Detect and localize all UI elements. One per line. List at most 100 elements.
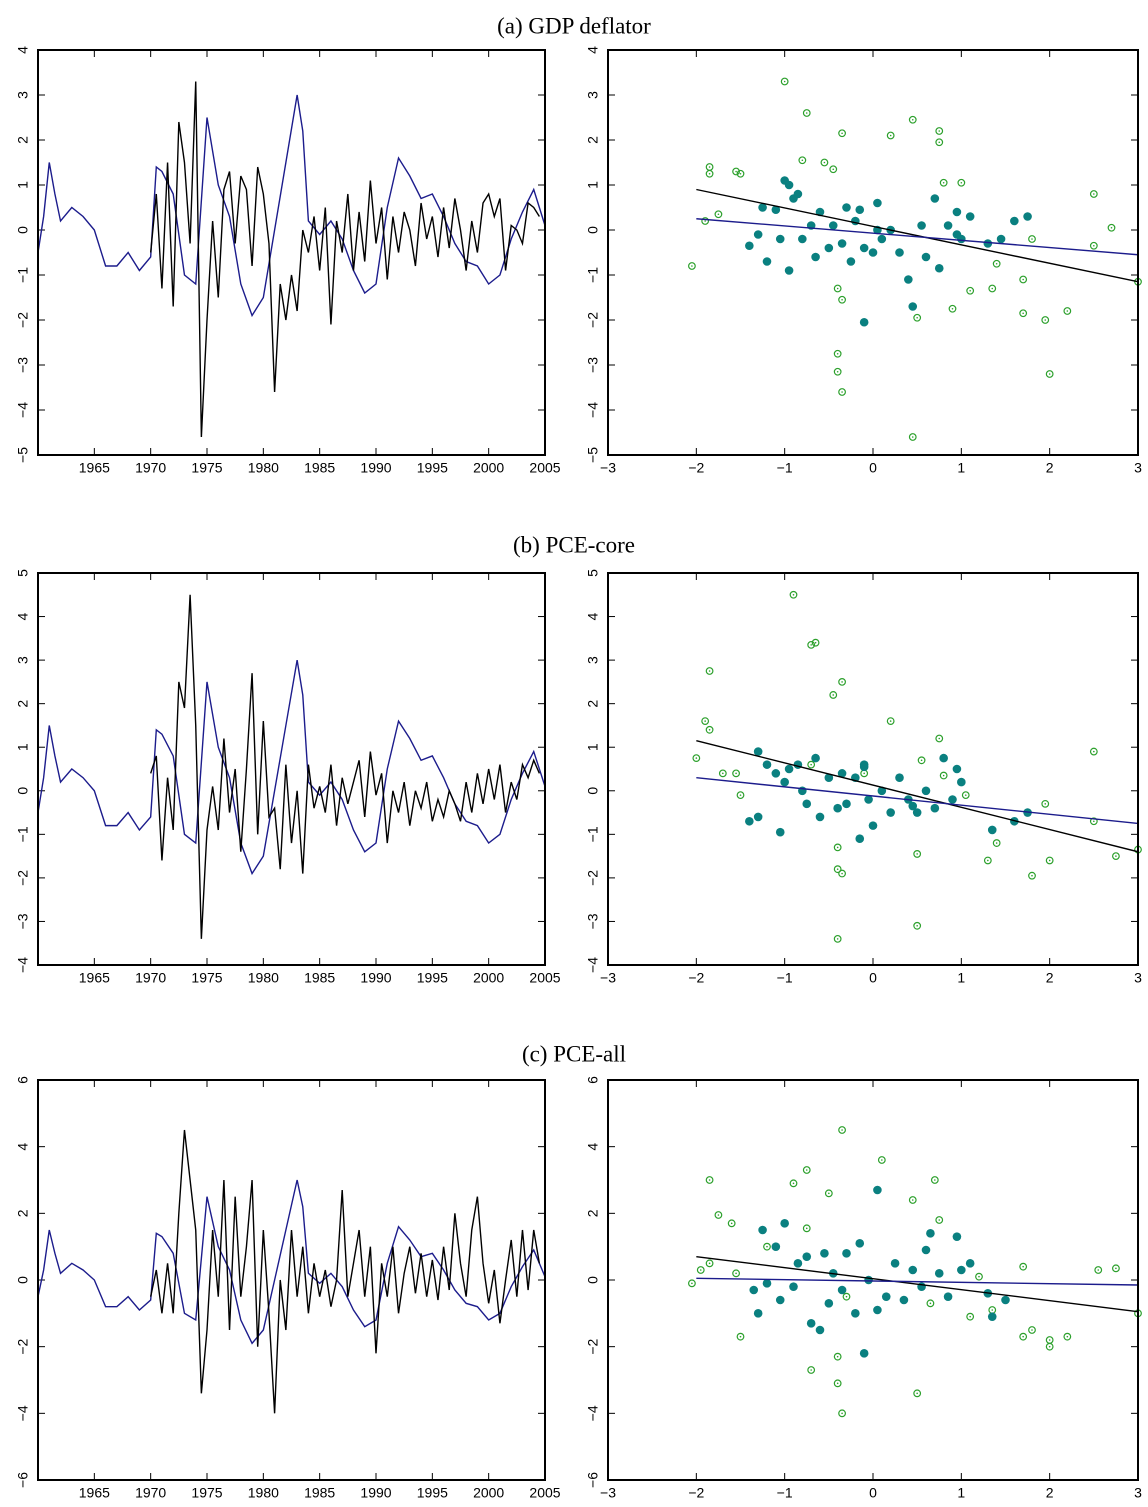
point-open bbox=[1019, 275, 1028, 284]
x-tick-label: 2005 bbox=[529, 1485, 560, 1501]
point-dot bbox=[1110, 226, 1113, 229]
point-open bbox=[1019, 309, 1028, 318]
point-open bbox=[705, 1259, 714, 1268]
x-tick-label: 1965 bbox=[79, 460, 110, 476]
x-tick-label: 1970 bbox=[135, 970, 166, 986]
point-filled bbox=[811, 252, 820, 262]
y-tick-label: −2 bbox=[15, 312, 31, 328]
x-tick-label: 2000 bbox=[473, 1485, 504, 1501]
point-dot bbox=[991, 1309, 994, 1311]
point-filled bbox=[868, 821, 878, 830]
point-filled bbox=[775, 827, 785, 837]
point-open bbox=[957, 178, 966, 187]
point-dot bbox=[978, 1275, 980, 1278]
point-dot bbox=[964, 794, 967, 796]
point-open bbox=[820, 158, 829, 167]
point-dot bbox=[832, 694, 835, 696]
point-dot bbox=[889, 134, 892, 137]
point-filled bbox=[886, 808, 895, 817]
point-open bbox=[939, 178, 948, 187]
series-line bbox=[696, 218, 1138, 256]
point-dot bbox=[836, 287, 839, 290]
point-filled bbox=[899, 1295, 909, 1305]
point-open bbox=[838, 1126, 846, 1134]
y-tick-label: 0 bbox=[15, 787, 31, 795]
point-dot bbox=[841, 872, 843, 875]
x-tick-label: −3 bbox=[600, 1485, 616, 1501]
point-open bbox=[732, 1269, 740, 1278]
point-dot bbox=[969, 289, 971, 292]
point-filled bbox=[815, 1325, 825, 1335]
point-filled bbox=[939, 753, 948, 763]
y-tick-label: 3 bbox=[585, 656, 601, 664]
point-dot bbox=[1093, 750, 1095, 753]
y-tick-label: −1 bbox=[15, 267, 31, 283]
point-dot bbox=[1097, 1269, 1100, 1271]
point-filled bbox=[806, 1319, 816, 1328]
point-filled bbox=[753, 812, 763, 822]
point-filled bbox=[952, 764, 962, 774]
point-filled bbox=[762, 257, 772, 266]
point-open bbox=[1089, 190, 1098, 198]
point-open bbox=[1028, 871, 1036, 880]
point-dot bbox=[1022, 312, 1024, 315]
x-tick-label: −3 bbox=[600, 970, 616, 986]
x-tick-label: −2 bbox=[688, 970, 704, 986]
point-dot bbox=[691, 1282, 693, 1285]
point-open bbox=[1041, 799, 1050, 808]
point-open bbox=[688, 262, 696, 270]
point-dot bbox=[805, 112, 808, 114]
point-open bbox=[807, 640, 816, 649]
point-open bbox=[838, 129, 846, 138]
point-filled bbox=[921, 1245, 931, 1255]
y-tick-label: 0 bbox=[585, 226, 601, 234]
y-tick-label: 2 bbox=[15, 1209, 31, 1217]
x-tick-label: 1985 bbox=[304, 460, 335, 476]
y-tick-label: −4 bbox=[15, 1405, 31, 1421]
point-dot bbox=[739, 794, 742, 796]
point-dot bbox=[911, 1199, 914, 1201]
point-filled bbox=[842, 1249, 851, 1258]
point-dot bbox=[792, 1182, 795, 1185]
chart-title: (c) PCE-all bbox=[522, 1041, 626, 1066]
y-tick-label: 6 bbox=[585, 1076, 601, 1084]
point-dot bbox=[766, 1245, 768, 1248]
y-tick-label: 4 bbox=[15, 612, 31, 620]
point-dot bbox=[717, 213, 720, 216]
point-filled bbox=[1010, 216, 1019, 226]
point-dot bbox=[810, 644, 812, 646]
point-dot bbox=[938, 130, 941, 132]
y-tick-label: 5 bbox=[15, 569, 31, 577]
point-filled bbox=[859, 243, 869, 253]
point-dot bbox=[828, 1192, 830, 1195]
point-open bbox=[1019, 1332, 1028, 1341]
point-filled bbox=[930, 803, 940, 813]
point-dot bbox=[823, 161, 826, 164]
x-tick-label: 2 bbox=[1046, 460, 1054, 476]
y-tick-label: −3 bbox=[585, 357, 601, 373]
point-dot bbox=[1066, 1335, 1069, 1338]
x-tick-label: 1995 bbox=[417, 1485, 448, 1501]
point-dot bbox=[836, 352, 839, 355]
y-tick-label: 4 bbox=[585, 46, 601, 54]
point-open bbox=[824, 1189, 833, 1198]
x-tick-label: 0 bbox=[869, 1485, 877, 1501]
point-dot bbox=[841, 132, 843, 135]
point-filled bbox=[864, 1275, 873, 1285]
x-tick-label: 3 bbox=[1134, 970, 1142, 986]
point-open bbox=[992, 839, 1001, 847]
series-line bbox=[149, 81, 540, 438]
point-filled bbox=[1001, 1295, 1010, 1305]
y-tick-label: −3 bbox=[15, 357, 31, 373]
point-dot bbox=[695, 757, 698, 759]
point-open bbox=[833, 865, 842, 874]
point-filled bbox=[952, 1232, 962, 1241]
point-filled bbox=[895, 248, 904, 257]
point-dot bbox=[995, 262, 998, 265]
point-filled bbox=[758, 203, 767, 212]
y-tick-label: −2 bbox=[585, 1338, 601, 1354]
x-tick-label: −1 bbox=[777, 970, 793, 986]
x-tick-label: 1965 bbox=[79, 1485, 110, 1501]
point-dot bbox=[1093, 193, 1095, 195]
